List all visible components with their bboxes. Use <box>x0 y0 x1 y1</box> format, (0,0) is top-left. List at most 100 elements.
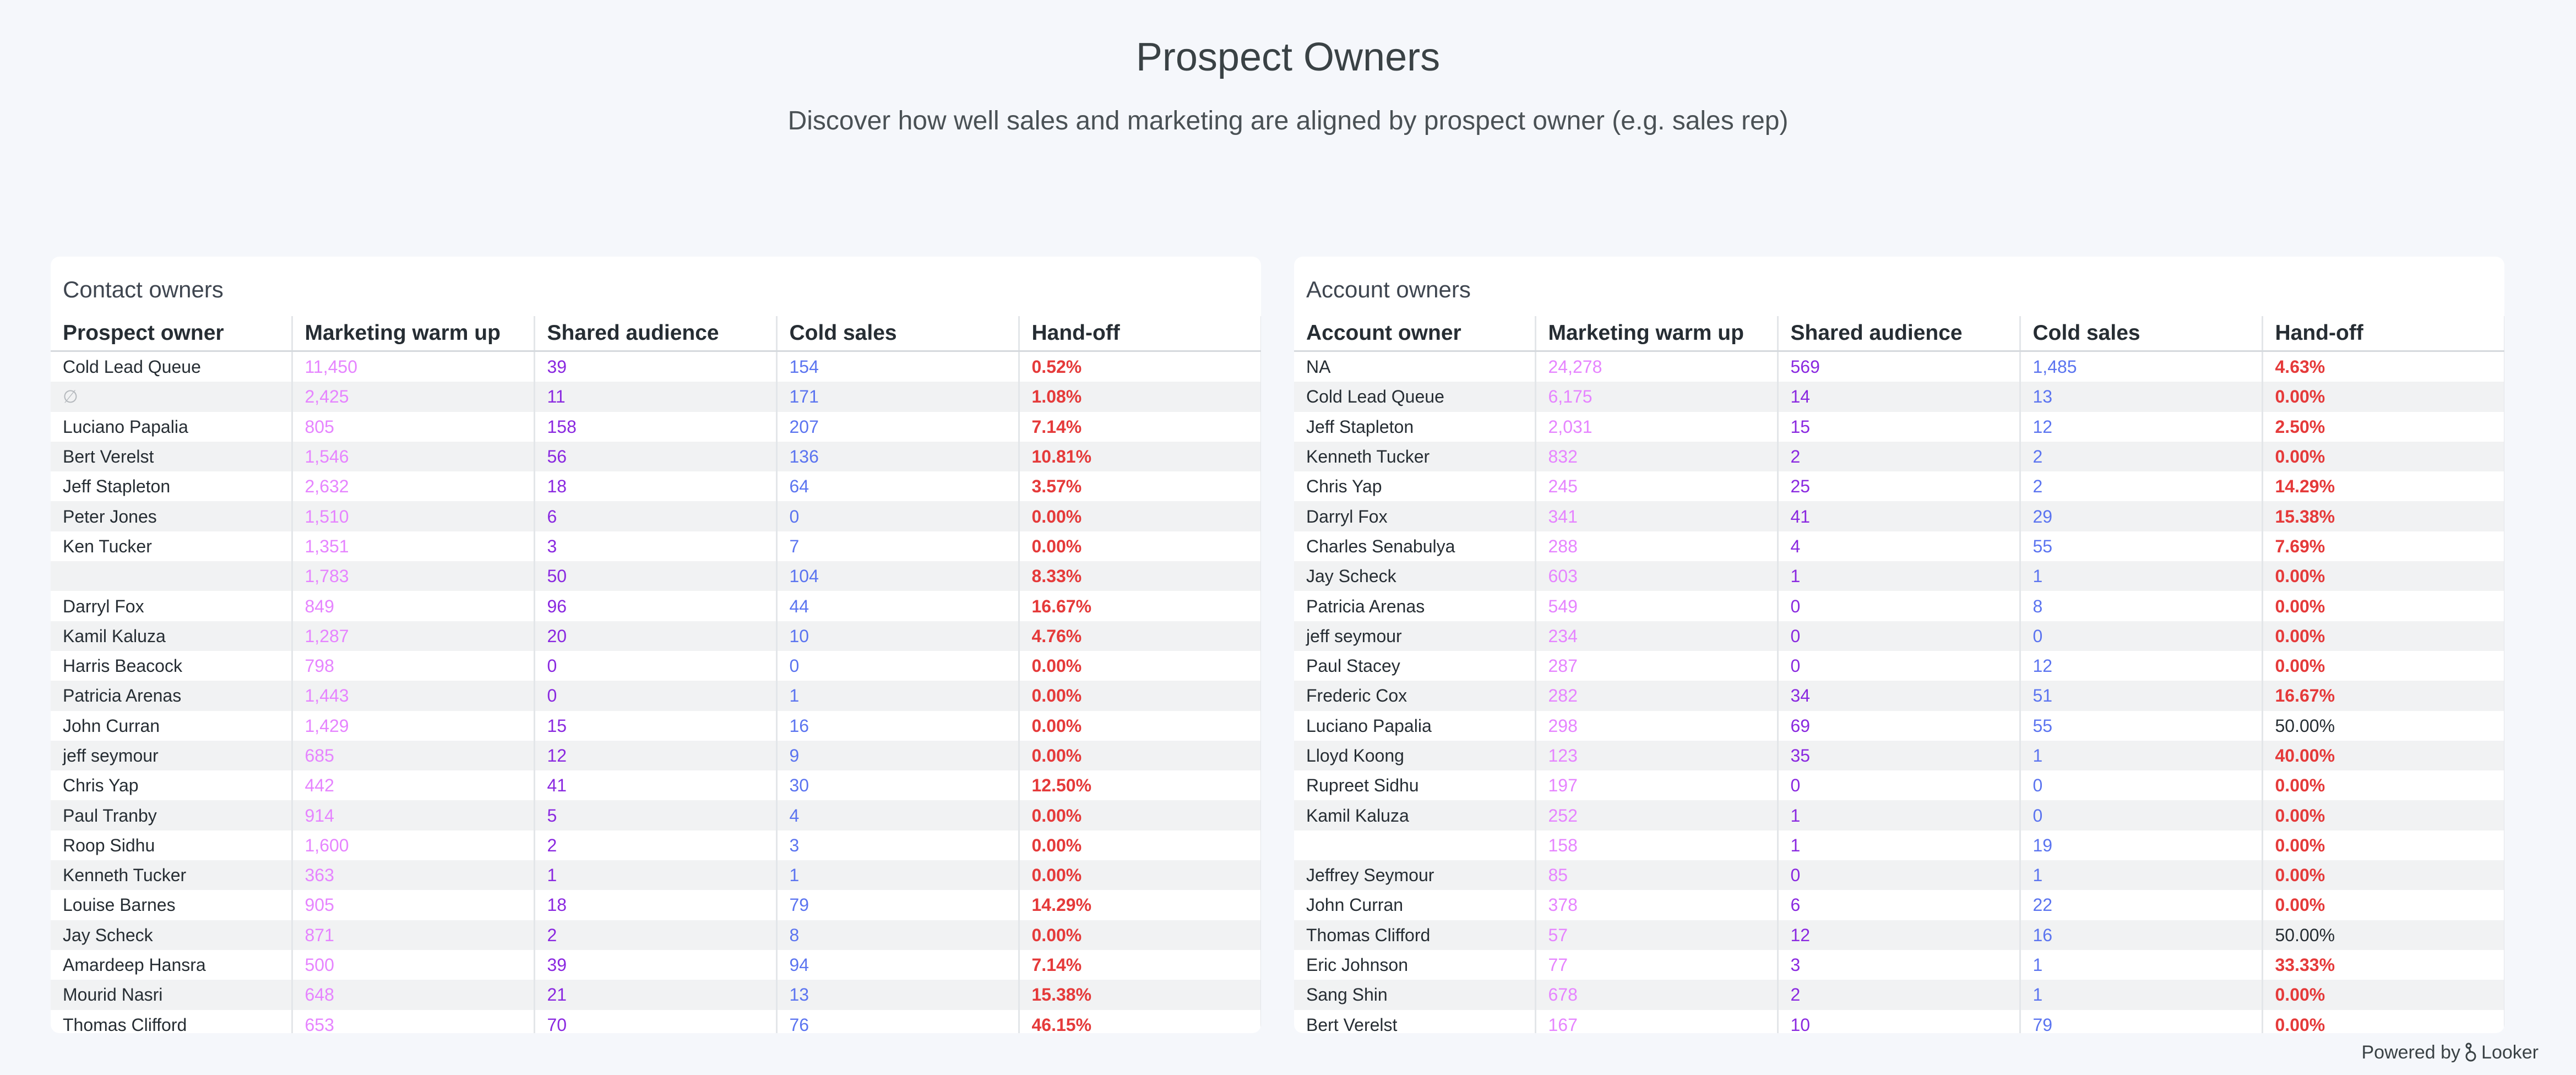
owner-cell[interactable]: Darryl Fox <box>1294 501 1536 531</box>
owner-cell[interactable]: Kenneth Tucker <box>51 860 293 891</box>
hand-off-cell[interactable]: 7.14% <box>1019 949 1261 980</box>
cold-sales-cell[interactable]: 1 <box>2020 740 2263 771</box>
cold-sales-cell[interactable]: 104 <box>776 561 1020 591</box>
shared-audience-cell[interactable]: 0 <box>1778 860 2021 891</box>
hand-off-cell[interactable]: 50.00% <box>2262 710 2504 741</box>
cold-sales-cell[interactable]: 16 <box>2020 920 2263 950</box>
owner-cell[interactable]: Amardeep Hansra <box>51 949 293 980</box>
shared-audience-cell[interactable]: 2 <box>534 830 778 861</box>
owner-cell[interactable]: Jeffrey Seymour <box>1294 860 1536 891</box>
cold-sales-cell[interactable]: 9 <box>776 740 1020 771</box>
cold-sales-cell[interactable]: 22 <box>2020 890 2263 920</box>
cold-sales-cell[interactable]: 94 <box>776 949 1020 980</box>
marketing-warm-up-cell[interactable]: 252 <box>1535 800 1779 830</box>
hand-off-cell[interactable]: 0.00% <box>1019 710 1261 741</box>
hand-off-cell[interactable]: 0.00% <box>1019 650 1261 681</box>
cold-sales-cell[interactable]: 0 <box>776 501 1020 531</box>
owner-cell[interactable]: Lloyd Koong <box>1294 740 1536 771</box>
owner-cell[interactable]: Bert Verelst <box>51 441 293 472</box>
shared-audience-cell[interactable]: 12 <box>1778 920 2021 950</box>
cold-sales-cell[interactable]: 16 <box>776 710 1020 741</box>
marketing-warm-up-cell[interactable]: 1,429 <box>292 710 535 741</box>
hand-off-cell[interactable]: 3.57% <box>1019 471 1261 502</box>
cold-sales-cell[interactable]: 136 <box>776 441 1020 472</box>
owner-cell[interactable]: Jeff Stapleton <box>1294 411 1536 442</box>
tile-title[interactable]: Contact owners <box>63 276 224 302</box>
column-header-prospect-owner[interactable]: Prospect owner <box>51 316 293 352</box>
hand-off-cell[interactable]: 1.08% <box>1019 382 1261 412</box>
shared-audience-cell[interactable]: 41 <box>1778 501 2021 531</box>
owner-cell[interactable]: Patricia Arenas <box>1294 591 1536 621</box>
cold-sales-cell[interactable]: 51 <box>2020 681 2263 711</box>
owner-cell[interactable] <box>1294 830 1536 861</box>
shared-audience-cell[interactable]: 18 <box>534 890 778 920</box>
shared-audience-cell[interactable]: 6 <box>1778 890 2021 920</box>
hand-off-cell[interactable]: 0.00% <box>2262 770 2504 801</box>
hand-off-cell[interactable]: 0.00% <box>1019 501 1261 531</box>
hand-off-cell[interactable]: 0.00% <box>1019 920 1261 950</box>
shared-audience-cell[interactable]: 1 <box>534 860 778 891</box>
marketing-warm-up-cell[interactable]: 442 <box>292 770 535 801</box>
owner-cell[interactable]: Patricia Arenas <box>51 681 293 711</box>
cold-sales-cell[interactable]: 13 <box>2020 382 2263 412</box>
owner-cell[interactable]: Harris Beacock <box>51 650 293 681</box>
owner-cell[interactable]: Cold Lead Queue <box>1294 382 1536 412</box>
cold-sales-cell[interactable]: 1,485 <box>2020 351 2263 382</box>
marketing-warm-up-cell[interactable]: 1,600 <box>292 830 535 861</box>
hand-off-cell[interactable]: 46.15% <box>1019 1009 1261 1033</box>
shared-audience-cell[interactable]: 2 <box>1778 441 2021 472</box>
cold-sales-cell[interactable]: 7 <box>776 531 1020 562</box>
marketing-warm-up-cell[interactable]: 798 <box>292 650 535 681</box>
marketing-warm-up-cell[interactable]: 158 <box>1535 830 1779 861</box>
cold-sales-cell[interactable]: 4 <box>776 800 1020 830</box>
shared-audience-cell[interactable]: 39 <box>534 949 778 980</box>
marketing-warm-up-cell[interactable]: 678 <box>1535 980 1779 1010</box>
owner-cell[interactable]: Louise Barnes <box>51 890 293 920</box>
shared-audience-cell[interactable]: 50 <box>534 561 778 591</box>
hand-off-cell[interactable]: 10.81% <box>1019 441 1261 472</box>
marketing-warm-up-cell[interactable]: 1,287 <box>292 621 535 651</box>
shared-audience-cell[interactable]: 0 <box>1778 770 2021 801</box>
shared-audience-cell[interactable]: 1 <box>1778 830 2021 861</box>
marketing-warm-up-cell[interactable]: 167 <box>1535 1009 1779 1033</box>
cold-sales-cell[interactable]: 12 <box>2020 411 2263 442</box>
shared-audience-cell[interactable]: 11 <box>534 382 778 412</box>
shared-audience-cell[interactable]: 0 <box>1778 650 2021 681</box>
shared-audience-cell[interactable]: 10 <box>1778 1009 2021 1033</box>
hand-off-cell[interactable]: 0.00% <box>2262 591 2504 621</box>
marketing-warm-up-cell[interactable]: 282 <box>1535 681 1779 711</box>
marketing-warm-up-cell[interactable]: 6,175 <box>1535 382 1779 412</box>
owner-cell[interactable]: Mourid Nasri <box>51 980 293 1010</box>
hand-off-cell[interactable]: 0.00% <box>2262 890 2504 920</box>
cold-sales-cell[interactable]: 79 <box>2020 1009 2263 1033</box>
hand-off-cell[interactable]: 33.33% <box>2262 949 2504 980</box>
cold-sales-cell[interactable]: 0 <box>2020 770 2263 801</box>
shared-audience-cell[interactable]: 3 <box>1778 949 2021 980</box>
marketing-warm-up-cell[interactable]: 298 <box>1535 710 1779 741</box>
shared-audience-cell[interactable]: 39 <box>534 351 778 382</box>
marketing-warm-up-cell[interactable]: 1,351 <box>292 531 535 562</box>
shared-audience-cell[interactable]: 69 <box>1778 710 2021 741</box>
cold-sales-cell[interactable]: 1 <box>776 860 1020 891</box>
hand-off-cell[interactable]: 0.00% <box>2262 561 2504 591</box>
marketing-warm-up-cell[interactable]: 123 <box>1535 740 1779 771</box>
marketing-warm-up-cell[interactable]: 1,546 <box>292 441 535 472</box>
owner-cell[interactable]: Cold Lead Queue <box>51 351 293 382</box>
marketing-warm-up-cell[interactable]: 24,278 <box>1535 351 1779 382</box>
shared-audience-cell[interactable]: 1 <box>1778 800 2021 830</box>
cold-sales-cell[interactable]: 1 <box>2020 561 2263 591</box>
marketing-warm-up-cell[interactable]: 57 <box>1535 920 1779 950</box>
marketing-warm-up-cell[interactable]: 914 <box>292 800 535 830</box>
cold-sales-cell[interactable]: 2 <box>2020 471 2263 502</box>
owner-cell[interactable]: Darryl Fox <box>51 591 293 621</box>
owner-cell[interactable]: Eric Johnson <box>1294 949 1536 980</box>
hand-off-cell[interactable]: 40.00% <box>2262 740 2504 771</box>
cold-sales-cell[interactable]: 55 <box>2020 710 2263 741</box>
owner-cell[interactable]: Luciano Papalia <box>51 411 293 442</box>
shared-audience-cell[interactable]: 2 <box>534 920 778 950</box>
marketing-warm-up-cell[interactable]: 234 <box>1535 621 1779 651</box>
column-header-shared-audience[interactable]: Shared audience <box>534 316 778 352</box>
marketing-warm-up-cell[interactable]: 685 <box>292 740 535 771</box>
hand-off-cell[interactable]: 8.33% <box>1019 561 1261 591</box>
column-header-cold-sales[interactable]: Cold sales <box>2020 316 2263 352</box>
